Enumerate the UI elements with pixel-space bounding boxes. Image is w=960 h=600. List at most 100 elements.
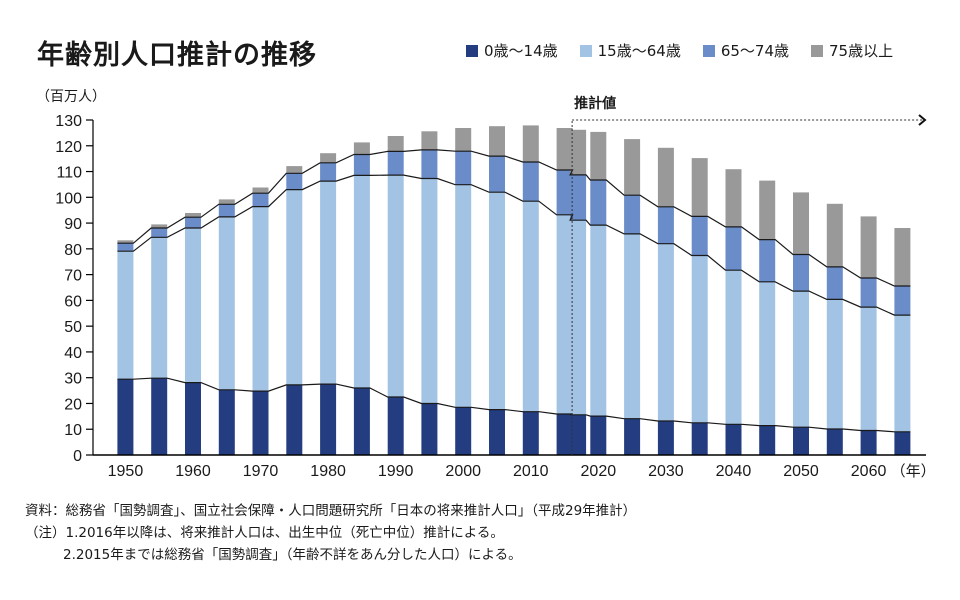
x-tick-label-2030: 2030: [648, 463, 684, 480]
estimate-marker-group: 推計値: [571, 95, 927, 455]
y-tick-label-30: 30: [64, 371, 82, 388]
x-tick-label-1950: 1950: [108, 463, 144, 480]
bar-age_15_64-1970: [252, 206, 269, 392]
y-tick-label-0: 0: [73, 448, 82, 465]
bar-age_65_74-2050: [793, 254, 809, 292]
bar-age_65_74-2000: [455, 151, 472, 185]
x-tick-label-2060: 2060: [851, 463, 887, 480]
bar-age_75_plus-2040: [725, 169, 742, 227]
legend-swatch-age-0-14: [466, 44, 478, 57]
bar-age_65_74-2010: [522, 162, 539, 202]
x-tick-label-2040: 2040: [716, 463, 752, 480]
bar-age_15_64-2035: [691, 255, 708, 423]
bar-age_15_64-2015: [556, 214, 573, 414]
bar-age_75_plus-2020: [590, 131, 607, 181]
bar-age_75_plus-2005: [489, 126, 505, 157]
bar-age_75_plus-1960: [185, 213, 201, 218]
x-tick-label-2020: 2020: [581, 463, 617, 480]
bar-age_65_74-2040: [725, 226, 742, 271]
y-axis-unit-label: （百万人）: [36, 89, 106, 105]
bar-age_0_14-2060: [860, 430, 877, 455]
y-tick-label-70: 70: [64, 268, 82, 285]
bar-age_0_14-2010: [522, 411, 539, 455]
legend-item-age-65-74: 65～74歳: [702, 40, 790, 61]
y-tick-label-90: 90: [64, 216, 82, 233]
bar-age_75_plus-1955: [151, 224, 168, 228]
bar-age_65_74-1950: [117, 243, 134, 252]
boundary-line-age_0_14: [117, 377, 911, 433]
legend-item-age-0-14: 0歳～14歳: [466, 40, 558, 61]
bar-age_0_14-2055: [826, 429, 843, 455]
bar-age_65_74-2015: [556, 170, 573, 215]
bar-age_0_14-1960: [185, 382, 201, 455]
bar-age_75_plus-1950: [117, 240, 134, 244]
bar-age_15_64-1985: [353, 175, 370, 388]
legend-label-age-0-14: 0歳～14歳: [484, 42, 558, 60]
bar-age_15_64-1965: [218, 216, 235, 390]
x-tick-label-2000: 2000: [445, 463, 481, 480]
bar-age_0_14-1950: [117, 379, 134, 455]
legend-swatch-age-75-plus: [811, 44, 824, 57]
y-tick-label-50: 50: [64, 319, 82, 336]
y-tick-label-100: 100: [55, 190, 82, 207]
bar-age_65_74-2060: [860, 278, 877, 308]
bar-age_0_14-1990: [387, 397, 404, 455]
bar-age_75_plus-2045: [759, 180, 776, 240]
x-tick-label-2050: 2050: [783, 463, 819, 480]
estimate-label: 推計値: [574, 95, 616, 112]
bars-group: [117, 125, 911, 455]
bar-age_75_plus-1975: [286, 166, 303, 174]
estimate-arrow-icon: [918, 114, 927, 126]
y-tick-label-110: 110: [56, 165, 82, 182]
chart-title: 年齢別人口推計の推移: [37, 40, 317, 71]
x-tick-label-2010: 2010: [513, 463, 549, 480]
y-tick-label-40: 40: [64, 345, 82, 362]
legend-label-age-65-74: 65～74歳: [720, 42, 790, 60]
bar-age_15_64-1950: [117, 251, 134, 380]
bar-age_65_74-1990: [387, 151, 404, 176]
legend-swatch-age-15-64: [579, 44, 592, 57]
chart-notes: 資料：総務省「国勢調査」、国立社会保障・人口問題研究所「日本の将来推計人口」（平…: [25, 500, 636, 566]
bar-age_75_plus-2055: [826, 203, 843, 267]
bar-age_0_14-2017: [570, 414, 587, 455]
x-tick-label-1980: 1980: [310, 463, 346, 480]
bar-age_75_plus-2050: [793, 192, 809, 255]
bar-age_75_plus-2035: [691, 158, 708, 217]
bar-age_75_plus-2030: [657, 147, 674, 207]
bar-age_75_plus-1965: [218, 199, 235, 205]
bar-age_15_64-2025: [624, 233, 641, 419]
bar-age_0_14-2025: [624, 418, 641, 455]
bar-age_65_74-2020: [590, 180, 607, 226]
bar-age_65_74-2030: [657, 206, 674, 244]
note-1: （注）1.2016年以降は、将来推計人口は、出生中位（死亡中位）推計による。: [25, 525, 504, 541]
bar-age_65_74-1975: [286, 173, 303, 190]
boundary-lines-group: [117, 149, 911, 433]
bar-age_75_plus-1990: [387, 136, 404, 152]
y-tick-label-10: 10: [64, 422, 82, 439]
y-tick-label-130: 130: [55, 113, 82, 130]
bar-age_0_14-2040: [725, 424, 742, 455]
bar-age_15_64-2050: [793, 291, 809, 428]
note-2: 2.2015年までは総務省「国勢調査」（年齢不詳をあん分した人口）による。: [63, 547, 522, 563]
bar-age_0_14-1965: [218, 389, 235, 455]
bar-age_15_64-2060: [860, 307, 877, 431]
bar-age_0_14-2045: [759, 425, 776, 455]
bar-age_65_74-2055: [826, 266, 843, 300]
bar-age_0_14-1980: [320, 384, 337, 455]
bar-age_0_14-2005: [489, 409, 505, 455]
y-tick-label-20: 20: [64, 396, 82, 413]
bar-age_65_74-2065: [894, 286, 911, 316]
source-note: 資料：総務省「国勢調査」、国立社会保障・人口問題研究所「日本の将来推計人口」（平…: [25, 503, 637, 519]
x-tick-label-1990: 1990: [378, 463, 414, 480]
bar-age_65_74-1955: [151, 228, 168, 238]
bar-age_75_plus-1995: [421, 131, 438, 150]
bar-age_15_64-1990: [387, 175, 404, 397]
boundary-line-age_15_64: [117, 174, 911, 316]
boundary-line-age_65_74: [117, 149, 911, 287]
bar-age_0_14-2020: [590, 416, 607, 455]
legend: 0歳～14歳 15歳～64歳 65～74歳 75歳以上: [466, 40, 893, 61]
legend-label-age-15-64: 15歳～64歳: [597, 42, 681, 60]
bar-age_75_plus-2065: [894, 228, 911, 286]
bar-age_15_64-1955: [151, 237, 168, 379]
bar-age_15_64-2017: [570, 220, 587, 415]
